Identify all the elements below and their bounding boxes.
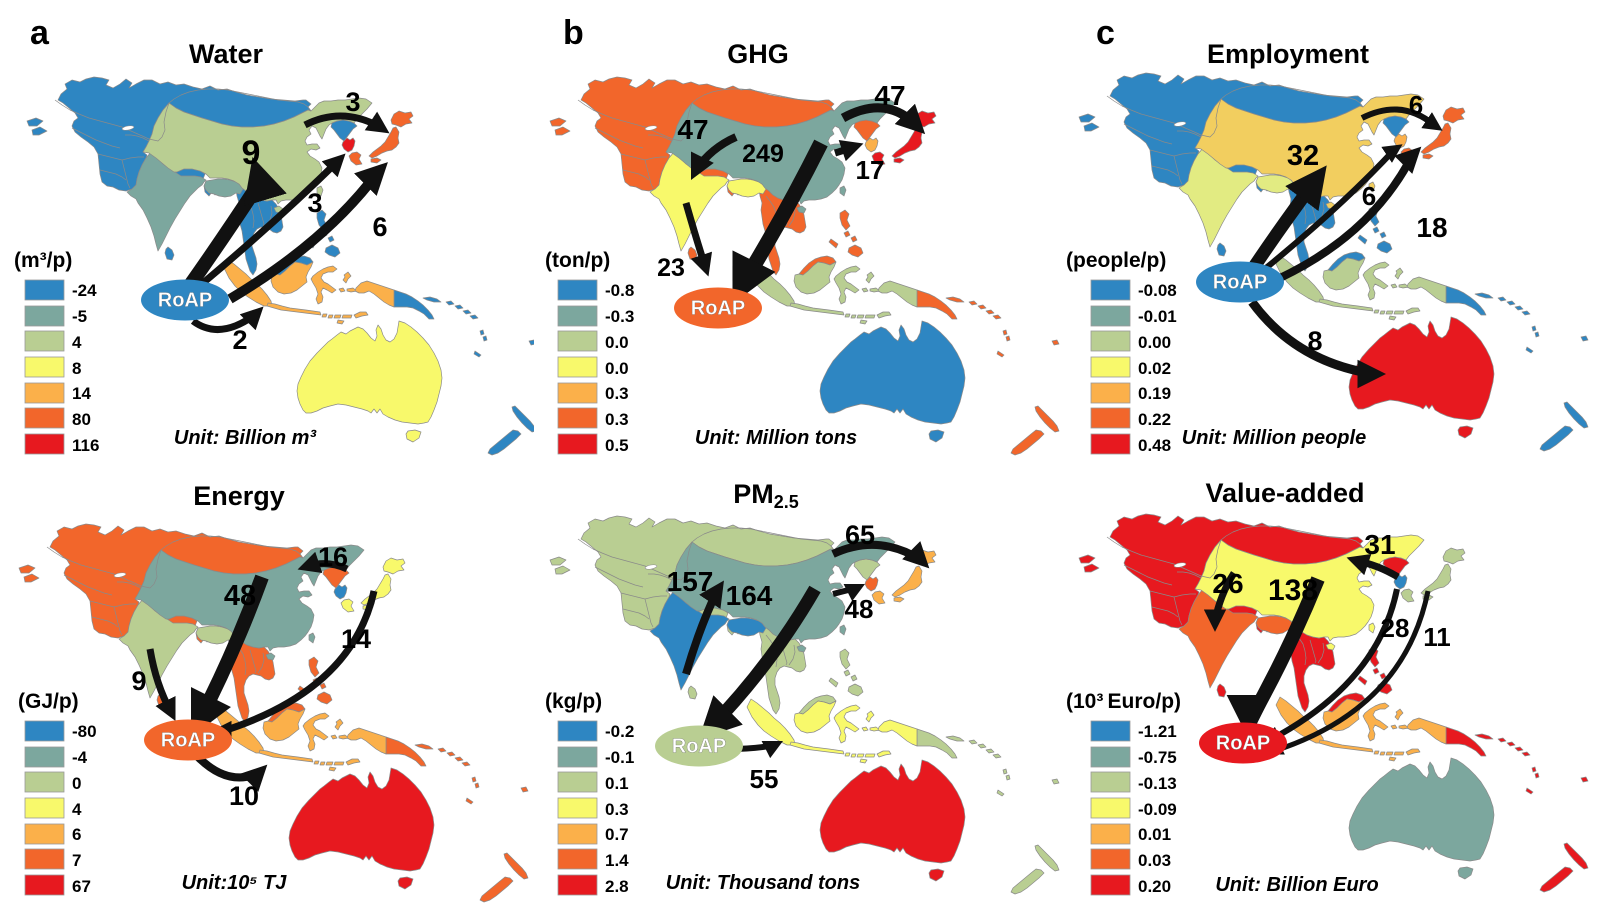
svg-text:0.3: 0.3	[605, 800, 629, 819]
svg-text:Energy: Energy	[193, 481, 285, 511]
svg-text:7: 7	[72, 851, 81, 870]
svg-text:a: a	[30, 14, 50, 52]
svg-text:(GJ/p): (GJ/p)	[18, 690, 79, 713]
svg-text:-0.1: -0.1	[605, 748, 634, 767]
svg-text:(10³ Euro/p): (10³ Euro/p)	[1066, 690, 1181, 713]
svg-text:(ton/p): (ton/p)	[545, 249, 610, 272]
svg-text:Unit: Billion m³: Unit: Billion m³	[174, 427, 318, 449]
svg-text:1.4: 1.4	[605, 851, 629, 870]
svg-text:47: 47	[874, 80, 905, 111]
svg-text:0.0: 0.0	[605, 359, 629, 378]
svg-text:0.3: 0.3	[605, 384, 629, 403]
svg-text:0.3: 0.3	[605, 410, 629, 429]
svg-text:RoAP: RoAP	[691, 298, 745, 320]
svg-text:8: 8	[1307, 326, 1322, 356]
svg-text:17: 17	[856, 155, 885, 185]
svg-text:-24: -24	[72, 281, 97, 300]
svg-text:-5: -5	[72, 307, 87, 326]
svg-text:RoAP: RoAP	[158, 290, 212, 312]
svg-text:PM2.5: PM2.5	[733, 479, 799, 512]
svg-text:6: 6	[1362, 181, 1376, 211]
svg-text:4: 4	[72, 333, 82, 352]
svg-text:6: 6	[372, 212, 387, 242]
svg-text:4: 4	[72, 800, 82, 819]
svg-text:14: 14	[341, 624, 371, 654]
svg-text:-0.08: -0.08	[1138, 281, 1177, 300]
svg-text:18: 18	[1416, 212, 1447, 243]
svg-text:55: 55	[750, 764, 779, 794]
svg-text:0.03: 0.03	[1138, 851, 1171, 870]
svg-text:0.7: 0.7	[605, 825, 629, 844]
svg-text:31: 31	[1364, 529, 1395, 560]
svg-text:48: 48	[224, 580, 256, 612]
svg-text:2: 2	[232, 325, 247, 355]
svg-text:48: 48	[845, 594, 874, 624]
svg-text:0.22: 0.22	[1138, 410, 1171, 429]
svg-text:80: 80	[72, 410, 91, 429]
svg-text:Unit: Million tons: Unit: Million tons	[695, 427, 857, 449]
svg-text:-1.21: -1.21	[1138, 722, 1177, 741]
svg-text:16: 16	[318, 542, 348, 572]
svg-text:-0.09: -0.09	[1138, 800, 1177, 819]
svg-text:c: c	[1096, 14, 1115, 52]
svg-text:-0.75: -0.75	[1138, 748, 1177, 767]
svg-text:10: 10	[229, 781, 259, 811]
svg-text:0.02: 0.02	[1138, 359, 1171, 378]
svg-text:-4: -4	[72, 748, 88, 767]
svg-text:67: 67	[72, 877, 91, 896]
svg-text:65: 65	[845, 520, 875, 550]
svg-text:GHG: GHG	[727, 39, 789, 69]
svg-text:116: 116	[72, 436, 99, 455]
svg-text:249: 249	[742, 140, 784, 168]
svg-text:47: 47	[677, 114, 708, 145]
svg-text:RoAP: RoAP	[1216, 733, 1270, 755]
svg-text:32: 32	[1287, 140, 1319, 172]
svg-text:0.1: 0.1	[605, 774, 629, 793]
svg-text:3: 3	[307, 188, 322, 218]
svg-text:RoAP: RoAP	[161, 730, 215, 752]
svg-text:0: 0	[72, 774, 81, 793]
svg-text:157: 157	[667, 566, 714, 597]
svg-text:3: 3	[345, 87, 360, 117]
svg-text:0.00: 0.00	[1138, 333, 1171, 352]
svg-text:(people/p): (people/p)	[1066, 249, 1166, 272]
svg-text:RoAP: RoAP	[672, 736, 726, 758]
svg-text:-0.8: -0.8	[605, 281, 634, 300]
svg-text:Water: Water	[189, 39, 264, 69]
svg-text:-0.3: -0.3	[605, 307, 634, 326]
svg-text:28: 28	[1381, 613, 1410, 643]
svg-text:-80: -80	[72, 722, 97, 741]
svg-text:2.8: 2.8	[605, 877, 629, 896]
svg-text:Unit: Million people: Unit: Million people	[1182, 427, 1366, 449]
svg-text:6: 6	[72, 825, 81, 844]
svg-text:(m³/p): (m³/p)	[14, 249, 72, 272]
svg-text:Value-added: Value-added	[1205, 478, 1364, 508]
svg-text:0.5: 0.5	[605, 436, 629, 455]
svg-text:26: 26	[1212, 568, 1243, 599]
svg-text:Unit: Thousand tons: Unit: Thousand tons	[666, 872, 860, 894]
svg-text:9: 9	[242, 134, 261, 172]
svg-text:-0.13: -0.13	[1138, 774, 1177, 793]
svg-text:9: 9	[131, 666, 146, 696]
svg-text:b: b	[563, 14, 584, 52]
svg-text:164: 164	[726, 580, 773, 611]
svg-text:(kg/p): (kg/p)	[545, 690, 602, 713]
svg-text:14: 14	[72, 384, 91, 403]
svg-text:0.20: 0.20	[1138, 877, 1171, 896]
svg-text:0.01: 0.01	[1138, 825, 1171, 844]
svg-text:-0.2: -0.2	[605, 722, 634, 741]
svg-text:8: 8	[72, 359, 81, 378]
svg-text:RoAP: RoAP	[1213, 272, 1267, 294]
svg-text:Employment: Employment	[1207, 39, 1369, 69]
svg-text:0.19: 0.19	[1138, 384, 1171, 403]
svg-text:0.48: 0.48	[1138, 436, 1171, 455]
svg-text:Unit:10⁵ TJ: Unit:10⁵ TJ	[182, 872, 288, 894]
svg-text:-0.01: -0.01	[1138, 307, 1177, 326]
svg-text:23: 23	[657, 254, 685, 282]
svg-text:138: 138	[1268, 574, 1318, 607]
svg-text:6: 6	[1409, 90, 1423, 120]
svg-text:Unit: Billion Euro: Unit: Billion Euro	[1215, 874, 1378, 896]
svg-text:0.0: 0.0	[605, 333, 629, 352]
svg-text:11: 11	[1423, 622, 1451, 652]
